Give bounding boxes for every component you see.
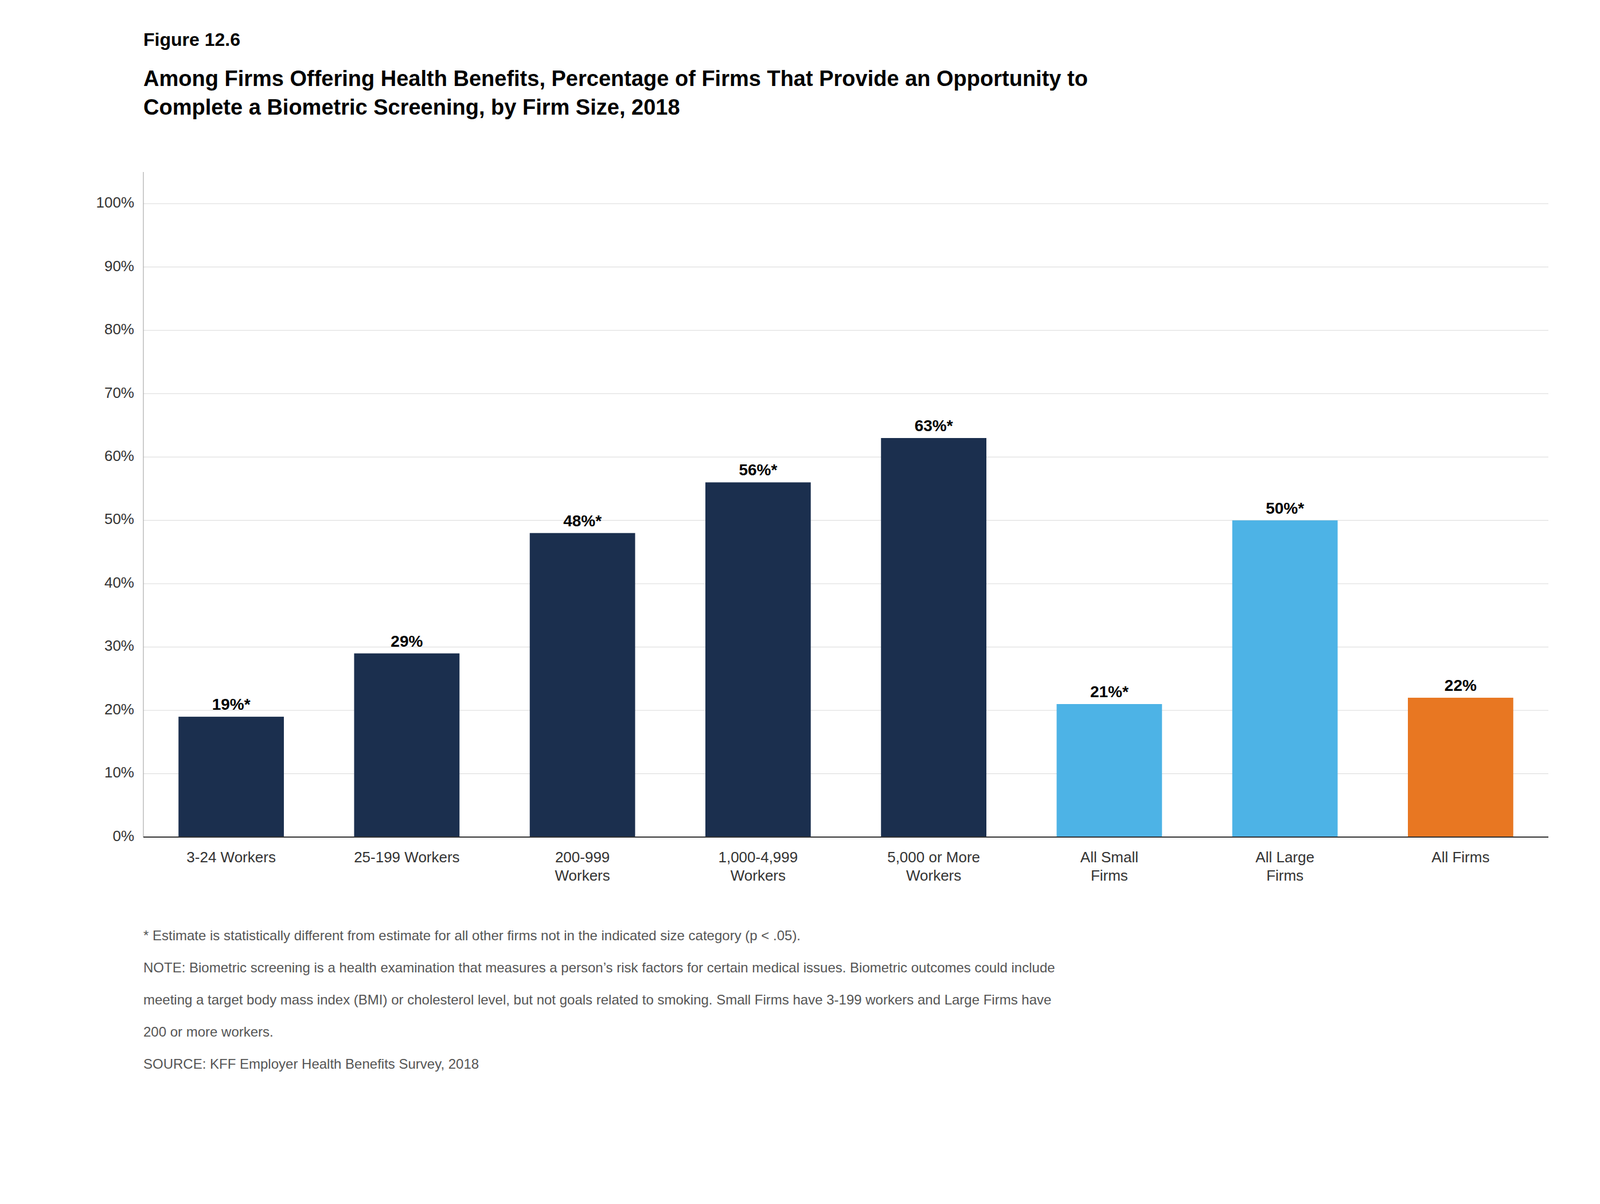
x-tick-label: 5,000 or MoreWorkers — [887, 848, 981, 885]
data-label: 21%* — [1090, 683, 1129, 701]
bar — [178, 716, 284, 838]
y-tick-label: 0% — [112, 827, 135, 845]
y-axis-labels: 0% 10% 20% 30% 40% 50% 60% 70% 80% 90% 100% — [96, 193, 135, 845]
data-label: 19%* — [212, 695, 251, 714]
footnote: meeting a target body mass index (BMI) o… — [143, 992, 1052, 1008]
x-tick-label-line: 25-199 Workers — [353, 848, 460, 866]
y-tick-label: 10% — [104, 763, 135, 782]
y-tick-label: 50% — [104, 510, 135, 528]
data-label: 48%* — [563, 512, 602, 530]
x-tick-label: 25-199 Workers — [353, 848, 460, 866]
bar — [880, 438, 987, 838]
bar — [529, 533, 636, 838]
data-label: 56%* — [738, 461, 778, 479]
x-tick-label-line: 5,000 or More — [887, 848, 981, 866]
y-tick-label: 30% — [104, 637, 135, 655]
y-tick-label: 100% — [96, 193, 135, 212]
x-tick-label: All LargeFirms — [1255, 848, 1315, 885]
data-label: 29% — [390, 632, 423, 651]
figure-label: Figure 12.6 — [143, 29, 241, 50]
y-tick-label: 20% — [104, 700, 135, 718]
y-tick-label: 60% — [104, 447, 135, 465]
x-tick-label: All Firms — [1431, 848, 1490, 866]
footnote: 200 or more workers. — [143, 1024, 274, 1040]
x-tick-label-line: Firms — [1090, 867, 1129, 885]
x-axis-line — [143, 836, 1549, 838]
footnotes: * Estimate is statistically different fr… — [143, 927, 1056, 1072]
x-tick-label-line: All Firms — [1431, 848, 1490, 866]
grid-line — [143, 837, 1549, 838]
x-tick-label-line: 3-24 Workers — [186, 848, 276, 866]
grid-line — [143, 203, 1549, 205]
grid-line — [143, 266, 1549, 268]
y-tick-label: 90% — [104, 257, 135, 275]
bar — [1407, 697, 1514, 838]
bar — [1232, 520, 1338, 838]
data-label: 50%* — [1265, 499, 1305, 518]
bar — [705, 482, 811, 838]
bar — [354, 653, 460, 838]
data-label: 22% — [1444, 676, 1477, 695]
footnote: * Estimate is statistically different fr… — [143, 927, 801, 944]
data-labels: 19%* 29% 48%* 56%* 63%* 21%* 50%* 22% — [212, 416, 1477, 714]
y-tick-label: 80% — [104, 320, 135, 338]
x-tick-label-line: 200-999 — [555, 848, 610, 866]
x-tick-label: All SmallFirms — [1080, 848, 1139, 885]
footnote: SOURCE: KFF Employer Health Benefits Sur… — [143, 1056, 479, 1072]
bar — [1056, 704, 1163, 838]
bars — [178, 438, 1514, 838]
grid-line — [143, 330, 1549, 331]
x-tick-label-line: Workers — [554, 867, 610, 885]
x-tick-label-line: Firms — [1266, 867, 1304, 885]
data-label: 63%* — [914, 416, 954, 435]
title: Complete a Biometric Screening, by Firm … — [143, 95, 681, 120]
grid — [143, 203, 1549, 838]
y-axis-line — [143, 172, 144, 838]
x-tick-label-line: Workers — [730, 867, 786, 885]
page: {"chart_data": { "type": "bar", "figure_… — [0, 0, 1600, 1204]
chart: Figure 12.6 Among Firms Offering Health B… — [0, 0, 1600, 1204]
y-tick-label: 40% — [104, 574, 135, 592]
x-tick-label: 200-999Workers — [554, 848, 610, 885]
x-tick-label: 1,000-4,999Workers — [717, 848, 798, 885]
y-tick-label: 70% — [104, 384, 135, 402]
title: Among Firms Offering Health Benefits, Pe… — [143, 66, 1088, 91]
x-tick-label: 3-24 Workers — [186, 848, 276, 866]
grid-line — [143, 393, 1549, 394]
x-tick-label-line: 1,000-4,999 — [717, 848, 798, 866]
x-tick-label-line: Workers — [906, 867, 962, 885]
footnote: NOTE: Biometric screening is a health ex… — [143, 960, 1056, 976]
x-axis-labels: 3-24 Workers25-199 Workers200-999Workers… — [186, 848, 1490, 885]
x-tick-label-line: All Small — [1080, 848, 1139, 866]
x-tick-label-line: All Large — [1255, 848, 1315, 866]
grid-line — [143, 457, 1549, 458]
